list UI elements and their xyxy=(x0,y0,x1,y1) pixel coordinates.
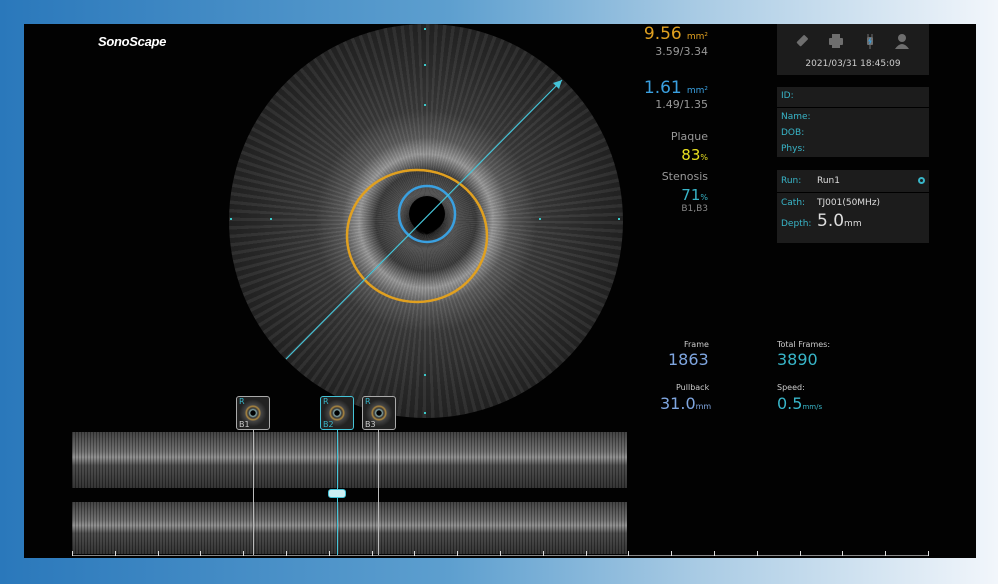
frame-slider-handle[interactable] xyxy=(328,489,346,498)
timeline-tick xyxy=(500,551,501,556)
pullback-value: 31.0mm xyxy=(660,394,712,413)
printer-icon[interactable] xyxy=(827,32,845,50)
run-value[interactable]: Run1 xyxy=(817,176,840,186)
longitudinal-view-top[interactable] xyxy=(72,432,627,488)
timeline-tick xyxy=(157,551,159,556)
run-settings-icon[interactable] xyxy=(918,177,925,184)
timeline-tick xyxy=(628,551,630,556)
timeline-tick xyxy=(72,551,73,556)
timeline-tick xyxy=(114,551,116,556)
timeline-tick xyxy=(542,551,544,556)
ivus-overlay xyxy=(285,79,563,360)
dob-label: DOB: xyxy=(781,128,805,138)
lumen-area: 1.61 mm² xyxy=(643,78,708,98)
eem-contour xyxy=(345,168,489,304)
depth-label: Depth: xyxy=(781,219,812,229)
cath-value: TJ001(50MHz) xyxy=(817,198,881,208)
stenosis-label: Stenosis xyxy=(661,170,708,183)
longitudinal-view-bottom[interactable] xyxy=(72,502,627,554)
patient-info-panel[interactable]: ID: Name: DOB: Phys: xyxy=(777,87,929,157)
total-frames-value: 3890 xyxy=(777,350,818,369)
timeline-tick xyxy=(842,551,844,556)
bookmark-line-b3 xyxy=(378,430,379,556)
bookmark-thumbnail-b3[interactable]: R B3 xyxy=(362,396,396,430)
name-label: Name: xyxy=(781,112,811,122)
power-plug-icon[interactable] xyxy=(861,32,879,50)
timeline-tick xyxy=(414,551,416,556)
frame-label: Frame xyxy=(684,340,709,349)
ivus-screen: SonoScape 9.56 mm² 3.59/3.34 1.61 mm² 1.… xyxy=(24,24,976,558)
timeline-tick xyxy=(671,551,673,556)
timeline-tick xyxy=(328,551,330,556)
stenosis-value: 71% xyxy=(681,186,708,204)
stenosis-reference: B1,B3 xyxy=(681,204,708,214)
sonoscape-logo: SonoScape xyxy=(98,34,167,49)
pullback-label: Pullback xyxy=(676,383,710,392)
run-info-panel: Run: Run1 Cath: TJ001(50MHz) Depth: 5.0m… xyxy=(777,170,929,243)
frame-value: 1863 xyxy=(668,350,709,369)
usb-drive-icon[interactable] xyxy=(793,32,811,50)
bookmark-thumbnail-b2[interactable]: R B2 xyxy=(320,396,354,430)
lumen-contour xyxy=(397,184,457,244)
timeline-tick xyxy=(243,551,245,556)
timeline-tick xyxy=(756,551,758,556)
eem-diameters: 3.59/3.34 xyxy=(655,45,708,58)
id-label: ID: xyxy=(781,91,794,101)
user-icon[interactable] xyxy=(893,32,911,50)
total-frames-label: Total Frames: xyxy=(777,340,831,349)
eem-area: 9.56 mm² xyxy=(643,24,708,44)
measure-line xyxy=(285,79,563,360)
bookmark-line-b1 xyxy=(253,430,254,556)
run-label: Run: xyxy=(781,176,802,186)
status-panel: 2021/03/31 18:45:09 xyxy=(777,24,929,75)
bookmark-thumbnail-b1[interactable]: R B1 xyxy=(236,396,270,430)
timeline-tick xyxy=(585,551,587,556)
timeline-tick xyxy=(457,551,459,556)
datetime: 2021/03/31 18:45:09 xyxy=(805,59,901,69)
plaque-value: 83% xyxy=(681,146,708,164)
depth-value: 5.0mm xyxy=(817,211,862,231)
timeline-tick xyxy=(371,551,373,556)
timeline-tick xyxy=(286,551,287,556)
timeline-tick xyxy=(928,551,929,556)
lumen-diameters: 1.49/1.35 xyxy=(655,98,708,111)
plaque-label: Plaque xyxy=(670,130,708,143)
timeline-tick xyxy=(885,551,887,556)
timeline-tick xyxy=(200,551,202,556)
cath-label: Cath: xyxy=(781,198,806,208)
phys-label: Phys: xyxy=(781,144,806,154)
speed-value: 0.5mm/s xyxy=(777,394,823,413)
timeline-tick xyxy=(714,551,715,556)
timeline-tick xyxy=(799,551,801,556)
speed-label: Speed: xyxy=(777,383,805,392)
